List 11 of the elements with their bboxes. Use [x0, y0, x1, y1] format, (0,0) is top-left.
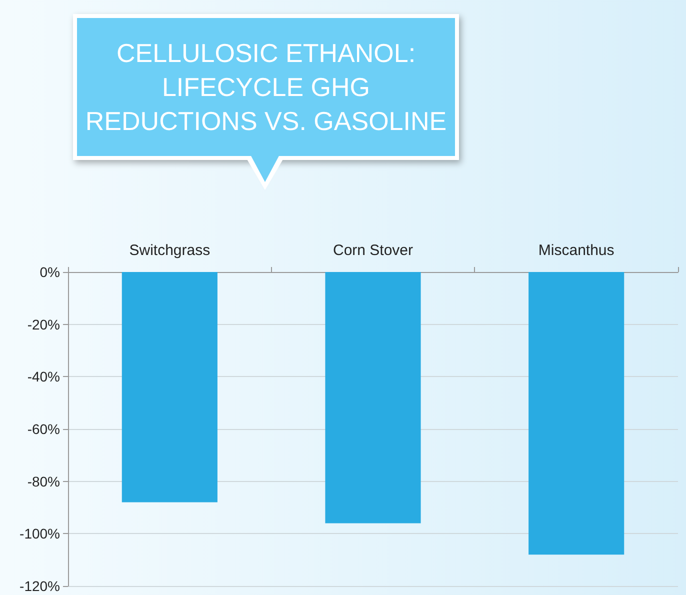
- y-tick-label: 0%: [40, 264, 60, 280]
- y-tick-label: -20%: [27, 316, 60, 332]
- x-tick-label: Miscanthus: [538, 242, 614, 259]
- x-tick-label: Switchgrass: [129, 242, 210, 259]
- x-tick-label: Corn Stover: [332, 242, 414, 259]
- chart-title: CELLULOSIC ETHANOL: LIFECYCLE GHG REDUCTIONS VS. GASOLINE: [73, 14, 459, 160]
- y-tick-label: -40%: [27, 368, 60, 385]
- y-tick-label: -80%: [27, 473, 60, 490]
- y-tick-label: -120%: [20, 578, 60, 594]
- y-tick-label: -60%: [27, 421, 60, 437]
- y-tick-label: -100%: [20, 526, 60, 542]
